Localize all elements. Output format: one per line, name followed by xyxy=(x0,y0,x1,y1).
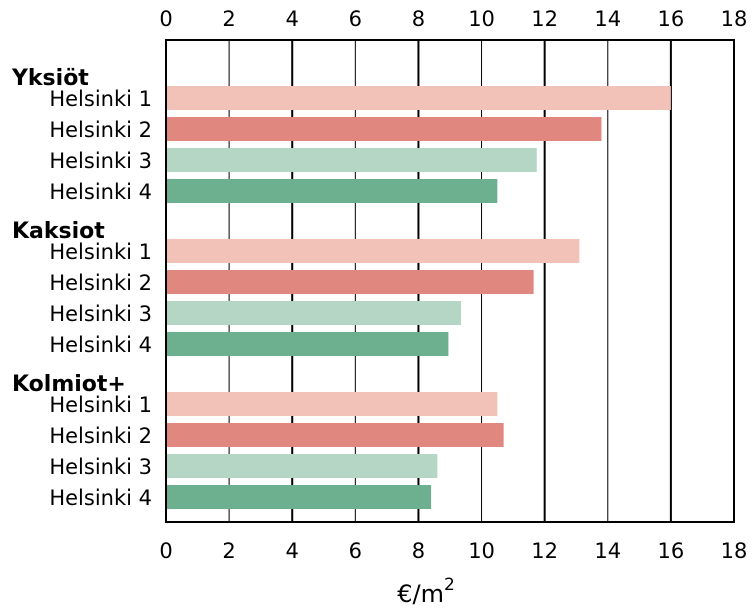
group-label-0: Yksiöt xyxy=(11,66,89,91)
x-tick-top-12: 12 xyxy=(531,7,558,31)
category-label-1-1: Helsinki 2 xyxy=(49,271,152,295)
x-tick-bottom-12: 12 xyxy=(531,539,558,563)
x-tick-bottom-4: 4 xyxy=(286,539,299,563)
bars xyxy=(166,86,671,509)
bar-1-3 xyxy=(166,332,449,356)
x-tick-top-18: 18 xyxy=(721,7,748,31)
x-axis-label-superscript: 2 xyxy=(444,575,455,595)
bar-0-0 xyxy=(166,86,671,110)
bar-2-3 xyxy=(166,485,432,509)
bar-2-1 xyxy=(166,423,504,447)
x-tick-top-14: 14 xyxy=(594,7,621,31)
x-tick-top-0: 0 xyxy=(159,7,172,31)
x-tick-bottom-6: 6 xyxy=(349,539,362,563)
x-axis-bottom-ticks: 0 2 4 6 8 10 12 14 16 18 xyxy=(159,539,747,563)
category-label-2-1: Helsinki 2 xyxy=(49,424,152,448)
category-label-0-1: Helsinki 2 xyxy=(49,118,152,142)
group-label-2: Kolmiot+ xyxy=(12,372,126,397)
x-tick-top-4: 4 xyxy=(286,7,299,31)
bar-0-3 xyxy=(166,179,498,203)
bar-0-2 xyxy=(166,148,537,172)
bar-1-1 xyxy=(166,270,534,294)
plot-frame xyxy=(165,39,735,523)
x-tick-top-10: 10 xyxy=(468,7,495,31)
x-tick-top-16: 16 xyxy=(658,7,685,31)
group-label-1: Kaksiot xyxy=(12,219,105,244)
category-label-0-3: Helsinki 4 xyxy=(49,180,152,204)
bar-1-2 xyxy=(166,301,462,325)
category-label-0-0: Helsinki 1 xyxy=(49,87,152,111)
category-label-2-2: Helsinki 3 xyxy=(49,455,152,479)
category-label-0-2: Helsinki 3 xyxy=(49,149,152,173)
x-axis-top-ticks: 0 2 4 6 8 10 12 14 16 18 xyxy=(159,7,747,31)
x-tick-bottom-10: 10 xyxy=(468,539,495,563)
x-tick-bottom-0: 0 xyxy=(159,539,172,563)
category-label-1-0: Helsinki 1 xyxy=(49,240,152,264)
bar-0-1 xyxy=(166,117,602,141)
category-label-2-0: Helsinki 1 xyxy=(49,393,152,417)
bar-2-0 xyxy=(166,392,498,416)
x-tick-top-8: 8 xyxy=(412,7,425,31)
x-tick-bottom-2: 2 xyxy=(222,539,235,563)
x-tick-bottom-14: 14 xyxy=(594,539,621,563)
x-tick-bottom-16: 16 xyxy=(658,539,685,563)
category-label-2-3: Helsinki 4 xyxy=(49,486,152,510)
category-label-1-2: Helsinki 3 xyxy=(49,302,152,326)
x-axis-label: €/m2 xyxy=(397,575,455,608)
x-tick-top-6: 6 xyxy=(349,7,362,31)
x-tick-bottom-8: 8 xyxy=(412,539,425,563)
x-tick-top-2: 2 xyxy=(222,7,235,31)
x-tick-bottom-18: 18 xyxy=(721,539,748,563)
bar-1-0 xyxy=(166,239,580,263)
category-label-1-3: Helsinki 4 xyxy=(49,333,152,357)
bar-2-2 xyxy=(166,454,438,478)
